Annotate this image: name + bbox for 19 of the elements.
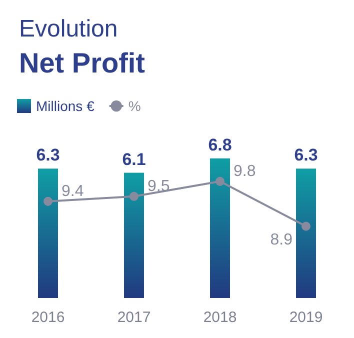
x-tick-label: 2019 — [289, 309, 323, 326]
data-label: 6.1 — [122, 150, 146, 169]
x-tick-label: 2018 — [203, 309, 237, 326]
point — [130, 192, 138, 201]
data-label: 8.9 — [270, 232, 293, 249]
data-label: 6.3 — [36, 146, 60, 165]
x-tick-label: 2017 — [117, 309, 151, 326]
x-tick-label: 2016 — [31, 309, 65, 326]
data-label: 6.8 — [208, 135, 232, 154]
data-label: 6.3 — [294, 146, 318, 165]
point — [44, 196, 52, 206]
point — [302, 222, 310, 231]
data-label: 9.4 — [62, 182, 84, 200]
chart-subtitle: Net Profit — [19, 48, 145, 78]
data-label: 9.8 — [234, 162, 256, 180]
legend-label: % — [128, 98, 141, 114]
chart-title: Evolution — [19, 16, 118, 42]
legend-label: Millions € — [36, 98, 95, 114]
point — [216, 176, 224, 186]
